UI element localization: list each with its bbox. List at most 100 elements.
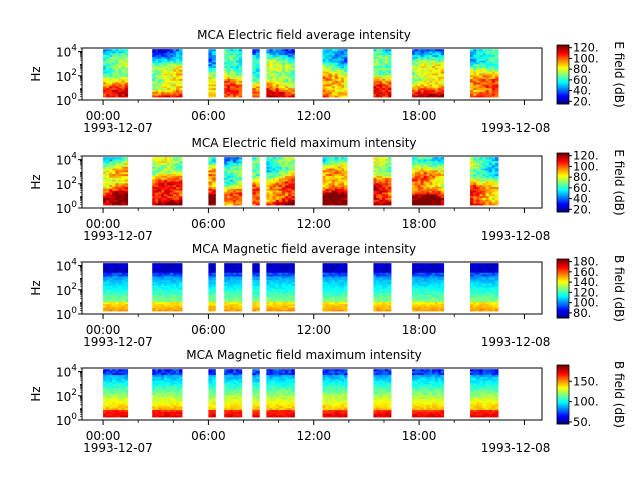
- spectrogram-cell: [152, 290, 156, 293]
- spectrogram-cell: [238, 82, 243, 85]
- spectrogram-cell: [158, 276, 162, 279]
- spectrogram-cell: [252, 298, 257, 301]
- spectrogram-cell: [344, 199, 348, 202]
- spectrogram-cell: [473, 192, 477, 195]
- spectrogram-cell: [379, 69, 383, 72]
- spectrogram-cell: [176, 305, 180, 308]
- spectrogram-cell: [235, 49, 240, 52]
- spectrogram-cell: [328, 294, 333, 297]
- spectrogram-cell: [152, 287, 156, 290]
- spectrogram-cell: [291, 287, 295, 290]
- spectrogram-cell: [106, 60, 110, 63]
- spectrogram-cell: [266, 60, 270, 63]
- spectrogram-cell: [325, 162, 330, 165]
- spectrogram-cell: [112, 76, 116, 79]
- spectrogram-cell: [227, 181, 231, 184]
- spectrogram-cell: [337, 80, 342, 83]
- spectrogram-cell: [373, 54, 377, 57]
- spectrogram-cell: [269, 49, 273, 52]
- spectrogram-cell: [278, 294, 283, 297]
- spectrogram-cell: [109, 60, 113, 63]
- spectrogram-cell: [334, 168, 339, 171]
- spectrogram-cell: [112, 49, 116, 52]
- spectrogram-cell: [288, 89, 292, 92]
- spectrogram-cell: [112, 54, 116, 57]
- spectrogram-cell: [179, 199, 183, 202]
- x-tick-label: 00:00: [86, 217, 121, 231]
- spectrogram-cell: [167, 197, 171, 200]
- spectrogram-cell: [266, 181, 270, 184]
- spectrogram-cell: [432, 195, 436, 199]
- spectrogram-cell: [158, 186, 162, 189]
- spectrogram-cell: [161, 203, 165, 206]
- spectrogram-cell: [115, 184, 119, 187]
- spectrogram-cell: [281, 268, 286, 271]
- spectrogram-cell: [440, 62, 445, 65]
- spectrogram-cell: [269, 266, 273, 270]
- spectrogram-cell: [285, 159, 289, 162]
- spectrogram-cell: [152, 272, 156, 275]
- spectrogram-cell: [272, 184, 277, 187]
- spectrogram-cell: [412, 76, 416, 79]
- spectrogram-cell: [337, 164, 342, 167]
- spectrogram-cell: [340, 89, 345, 92]
- spectrogram-cell: [232, 299, 237, 303]
- spectrogram-cell: [278, 67, 283, 70]
- colorbar-tick-label: 80.: [573, 170, 591, 184]
- spectrogram-cell: [285, 279, 289, 282]
- spectrogram-cell: [344, 171, 348, 175]
- spectrogram-cell: [109, 63, 113, 67]
- spectrogram-cell: [115, 181, 119, 184]
- spectrogram-cell: [161, 179, 165, 182]
- spectrogram-cell: [103, 287, 107, 290]
- spectrogram-cell: [112, 85, 116, 89]
- spectrogram-cell: [170, 182, 174, 186]
- spectrogram-cell: [230, 85, 234, 89]
- spectrogram-cell: [170, 170, 174, 173]
- spectrogram-cell: [164, 309, 168, 312]
- spectrogram-cell: [176, 168, 180, 171]
- spectrogram-cell: [482, 160, 487, 164]
- spectrogram-cell: [417, 186, 422, 189]
- spectrogram-cell: [164, 52, 168, 56]
- spectrogram-cell: [476, 89, 480, 92]
- spectrogram-cell: [331, 95, 336, 98]
- spectrogram-cell: [476, 51, 480, 54]
- spectrogram-cell: [252, 69, 257, 72]
- spectrogram-cell: [491, 91, 496, 94]
- spectrogram-cell: [155, 188, 159, 191]
- spectrogram-cell: [170, 84, 174, 87]
- spectrogram-cell: [417, 193, 422, 197]
- spectrogram-cell: [426, 60, 430, 63]
- spectrogram-cell: [176, 164, 180, 167]
- spectrogram-cell: [167, 201, 171, 204]
- spectrogram-cell: [325, 89, 330, 92]
- spectrogram-cell: [170, 54, 174, 57]
- spectrogram-cell: [272, 159, 277, 162]
- spectrogram-cell: [227, 95, 231, 98]
- spectrogram-cell: [252, 301, 257, 305]
- spectrogram-cell: [255, 52, 260, 56]
- spectrogram-cell: [382, 49, 386, 52]
- spectrogram-cell: [238, 192, 243, 195]
- spectrogram-cell: [288, 177, 292, 180]
- spectrogram-cell: [230, 301, 234, 305]
- spectrogram-cell: [158, 67, 162, 70]
- spectrogram-cell: [208, 276, 213, 279]
- spectrogram-cell: [106, 197, 110, 200]
- spectrogram-cell: [485, 65, 490, 68]
- spectrogram-cell: [152, 157, 156, 160]
- spectrogram-cell: [227, 292, 231, 295]
- spectrogram-cell: [118, 201, 122, 204]
- spectrogram-cell: [344, 78, 348, 81]
- spectrogram-cell: [388, 181, 392, 184]
- spectrogram-cell: [170, 266, 174, 270]
- spectrogram-cell: [331, 193, 336, 197]
- spectrogram-cell: [109, 78, 113, 81]
- spectrogram-cell: [152, 54, 156, 57]
- spectrogram-cell: [161, 69, 165, 72]
- spectrogram-cell: [385, 181, 389, 184]
- spectrogram-cell: [379, 188, 383, 191]
- spectrogram-cell: [281, 197, 286, 200]
- spectrogram-cell: [118, 52, 122, 56]
